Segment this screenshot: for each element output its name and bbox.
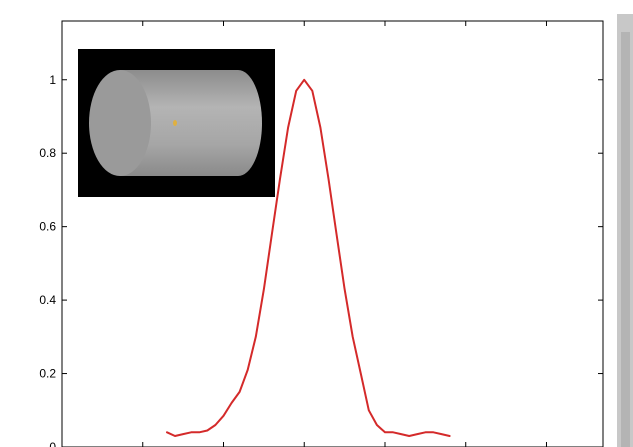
inset-image [78, 49, 275, 197]
window-edge-shadow [621, 32, 630, 447]
y-axis: 0 0.2 0.4 0.6 0.8 1 [39, 73, 603, 447]
y-tick-label: 1 [49, 73, 56, 87]
x-axis [142, 21, 547, 447]
series-line-0 [166, 78, 451, 437]
y-tick-label: 0.4 [39, 293, 56, 307]
series-layer [166, 78, 451, 437]
y-tick-label: 0 [49, 440, 56, 447]
y-tick-label: 0.6 [39, 220, 56, 234]
cylinder-left-face [89, 70, 151, 176]
y-tick-label: 0.2 [39, 367, 56, 381]
y-tick-label: 0.8 [39, 146, 56, 160]
source-point [173, 120, 177, 126]
cylinder-right-end [214, 70, 262, 176]
